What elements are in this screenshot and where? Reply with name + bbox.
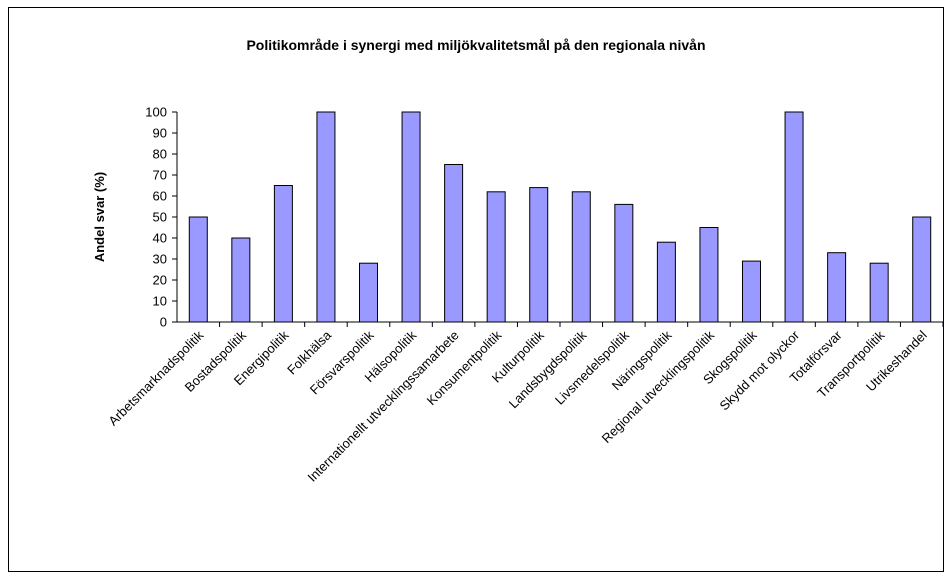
bar	[401, 111, 421, 323]
bar	[529, 187, 549, 323]
bar	[656, 241, 676, 323]
bar	[827, 252, 847, 323]
y-tick-label: 20	[153, 273, 167, 288]
bar	[869, 262, 889, 323]
y-tick-label: 80	[153, 147, 167, 162]
bar	[912, 216, 932, 323]
bar	[742, 260, 761, 323]
y-tick-label: 10	[153, 294, 167, 309]
y-tick-label: 0	[160, 315, 167, 330]
y-tick-label: 60	[153, 189, 167, 204]
bar	[571, 191, 591, 323]
chart-title: Politikområde i synergi med miljökvalite…	[246, 37, 705, 53]
y-tick-label: 30	[153, 252, 167, 267]
bar	[614, 203, 634, 323]
bar	[231, 237, 251, 323]
y-tick-label: 100	[145, 105, 167, 120]
y-tick-label: 90	[153, 126, 167, 141]
y-tick-label: 40	[153, 231, 167, 246]
bar	[486, 191, 506, 323]
y-tick-label: 70	[153, 168, 167, 183]
bar	[784, 111, 804, 323]
bar	[316, 111, 336, 323]
bar	[273, 185, 293, 323]
bar	[359, 262, 378, 323]
bar	[699, 227, 719, 323]
y-tick-label: 50	[153, 210, 167, 225]
bar	[188, 216, 208, 323]
y-axis-label: Andel svar (%)	[92, 172, 107, 262]
bar	[444, 164, 464, 323]
